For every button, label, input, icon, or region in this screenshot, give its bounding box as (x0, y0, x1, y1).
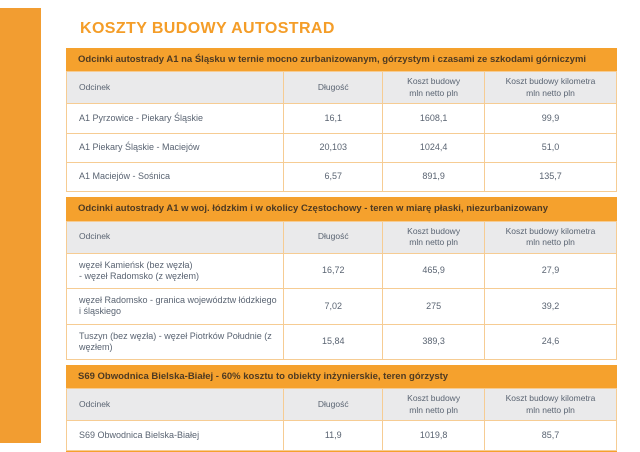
cell-koszt-budowy: 275 (382, 288, 485, 325)
section-header-bar: S69 Obwodnica Bielska-Białej - 60% koszt… (66, 365, 617, 389)
table-row: węzeł Radomsko - granica województw łódz… (65, 288, 617, 325)
column-header-koszt-kilometra: Koszt budowy kilometra mln netto pln (484, 388, 617, 422)
cell-koszt-kilometra: 27,9 (484, 252, 617, 289)
cell-koszt-kilometra: 85,7 (484, 420, 617, 451)
cell-odcinek: węzeł Kamieńsk (bez węzła) - węzeł Radom… (65, 252, 285, 289)
cell-dlugosc: 20,103 (283, 132, 384, 163)
table-row: węzeł Kamieńsk (bez węzła) - węzeł Radom… (65, 252, 617, 289)
left-accent-band (0, 8, 41, 443)
cell-dlugosc: 11,9 (283, 420, 384, 451)
table-row: Tuszyn (bez węzła) - węzeł Piotrków Połu… (65, 323, 617, 360)
cell-koszt-kilometra: 51,0 (484, 132, 617, 163)
column-header-odcinek: Odcinek (65, 388, 285, 422)
column-header-koszt-kilometra: Koszt budowy kilometra mln netto pln (484, 220, 617, 254)
column-header-odcinek: Odcinek (65, 220, 285, 254)
cell-koszt-budowy: 1019,8 (382, 420, 485, 451)
section-a1-slask: Odcinki autostrady A1 na Śląsku w ternie… (65, 48, 617, 193)
section-header-bar: Odcinki autostrady A1 w woj. łódzkim i w… (66, 197, 617, 221)
cell-koszt-budowy: 389,3 (382, 323, 485, 360)
table-row: A1 Pyrzowice - Piekary Śląskie 16,1 1608… (65, 103, 617, 134)
column-header-dlugosc: Długość (283, 388, 384, 422)
data-table: Odcinek Długość Koszt budowy mln netto p… (65, 220, 617, 360)
cell-odcinek: węzeł Radomsko - granica województw łódz… (65, 288, 285, 325)
table-row: A1 Piekary Śląskie - Maciejów 20,103 102… (65, 132, 617, 163)
content-area: KOSZTY BUDOWY AUTOSTRAD Odcinki autostra… (65, 0, 617, 452)
section-s69-obwodnica: S69 Obwodnica Bielska-Białej - 60% koszt… (65, 365, 617, 451)
cell-koszt-budowy: 465,9 (382, 252, 485, 289)
cell-odcinek: A1 Pyrzowice - Piekary Śląskie (65, 103, 285, 134)
column-header-koszt-kilometra: Koszt budowy kilometra mln netto pln (484, 71, 617, 105)
cell-dlugosc: 7,02 (283, 288, 384, 325)
cell-odcinek: A1 Maciejów - Sośnica (65, 161, 285, 193)
cell-koszt-budowy: 1024,4 (382, 132, 485, 163)
page-title: KOSZTY BUDOWY AUTOSTRAD (80, 20, 335, 37)
bottom-accent-bar (66, 450, 617, 452)
cell-koszt-kilometra: 135,7 (484, 161, 617, 193)
section-header-bar: Odcinki autostrady A1 na Śląsku w ternie… (66, 48, 617, 72)
column-header-dlugosc: Długość (283, 220, 384, 254)
cell-dlugosc: 16,72 (283, 252, 384, 289)
cell-koszt-budowy: 891,9 (382, 161, 485, 193)
cell-odcinek: S69 Obwodnica Bielska-Białej (65, 420, 285, 451)
cell-koszt-kilometra: 39,2 (484, 288, 617, 325)
column-header-koszt-budowy: Koszt budowy mln netto pln (382, 388, 485, 422)
column-header-dlugosc: Długość (283, 71, 384, 105)
column-header-koszt-budowy: Koszt budowy mln netto pln (382, 71, 485, 105)
table-row: S69 Obwodnica Bielska-Białej 11,9 1019,8… (65, 420, 617, 451)
column-header-row: Odcinek Długość Koszt budowy mln netto p… (65, 388, 617, 422)
cell-dlugosc: 15,84 (283, 323, 384, 360)
cell-koszt-budowy: 1608,1 (382, 103, 485, 134)
cell-koszt-kilometra: 99,9 (484, 103, 617, 134)
column-header-row: Odcinek Długość Koszt budowy mln netto p… (65, 71, 617, 105)
cell-koszt-kilometra: 24,6 (484, 323, 617, 360)
cell-dlugosc: 16,1 (283, 103, 384, 134)
cell-odcinek: Tuszyn (bez węzła) - węzeł Piotrków Połu… (65, 323, 285, 360)
table-row: A1 Maciejów - Sośnica 6,57 891,9 135,7 (65, 161, 617, 193)
cell-dlugosc: 6,57 (283, 161, 384, 193)
data-table: Odcinek Długość Koszt budowy mln netto p… (65, 71, 617, 193)
section-a1-lodzkie: Odcinki autostrady A1 w woj. łódzkim i w… (65, 197, 617, 360)
column-header-koszt-budowy: Koszt budowy mln netto pln (382, 220, 485, 254)
column-header-odcinek: Odcinek (65, 71, 285, 105)
column-header-row: Odcinek Długość Koszt budowy mln netto p… (65, 220, 617, 254)
data-table: Odcinek Długość Koszt budowy mln netto p… (65, 388, 617, 451)
cell-odcinek: A1 Piekary Śląskie - Maciejów (65, 132, 285, 163)
